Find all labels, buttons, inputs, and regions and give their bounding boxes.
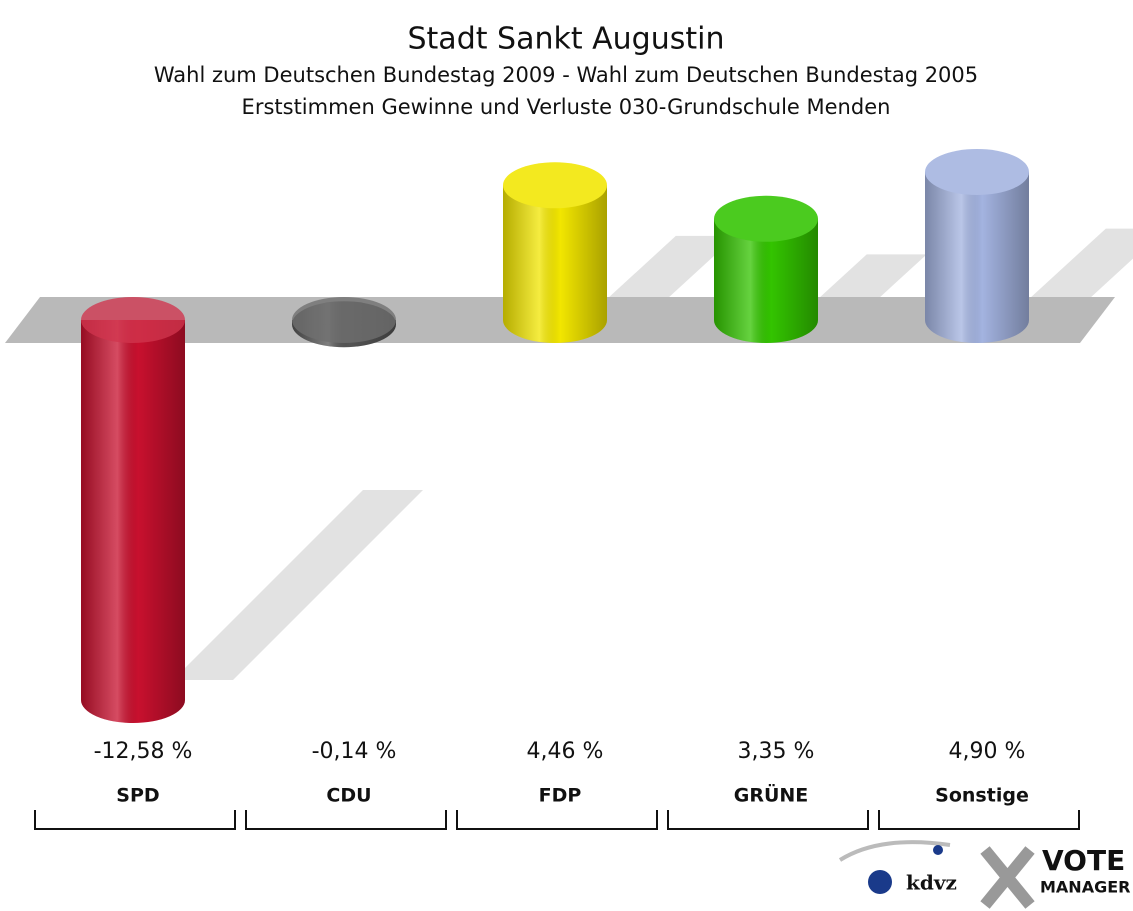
logo-ball <box>868 870 892 894</box>
value-label: 4,46 % <box>527 739 604 764</box>
bar <box>292 297 396 348</box>
category-bracket <box>456 810 658 830</box>
chart-subtitle: Erststimmen Gewinne und Verluste 030-Gru… <box>242 95 891 119</box>
bar-body-shade <box>925 171 1029 320</box>
bar-top-light <box>292 297 396 343</box>
chart-subtitle: Wahl zum Deutschen Bundestag 2009 - Wahl… <box>154 63 978 87</box>
bar-shadow <box>173 490 423 680</box>
bar-shadow <box>1017 228 1133 310</box>
logo-text: VOTE <box>1042 844 1125 877</box>
category-bracket <box>245 810 447 830</box>
bar-shadow <box>806 254 927 310</box>
bar-shadow <box>595 235 736 310</box>
logo-swoosh <box>838 840 951 862</box>
x-tick-label: GRÜNE <box>734 783 809 807</box>
logo-text: kdvz <box>906 871 957 895</box>
value-label: -12,58 % <box>94 739 193 764</box>
bar-top <box>292 297 396 343</box>
value-label: 4,90 % <box>949 739 1026 764</box>
bar <box>81 297 185 723</box>
logo-text: MANAGER <box>1040 878 1130 897</box>
bar-top <box>81 297 185 343</box>
bar <box>714 195 818 343</box>
bar-top-light <box>81 297 185 343</box>
x-tick-label: CDU <box>326 785 371 807</box>
value-label: -0,14 % <box>312 739 397 764</box>
bar-top-light <box>925 148 1029 195</box>
logo: kdvz VOTE MANAGER <box>838 840 1130 909</box>
chart-title: Stadt Sankt Augustin <box>408 22 725 57</box>
x-tick-label: FDP <box>539 785 582 807</box>
bar-top <box>714 195 818 242</box>
value-label: 3,35 % <box>738 739 815 764</box>
bar-top-light <box>714 195 818 242</box>
bar-body-shade <box>81 320 185 700</box>
category-bracket <box>878 810 1080 830</box>
category-bracket <box>34 810 236 830</box>
logo-x <box>980 846 1035 909</box>
x-tick-label: Sonstige <box>935 785 1029 807</box>
bar-top <box>503 162 607 209</box>
x-tick-label: SPD <box>116 785 159 807</box>
logo-dot <box>933 845 943 855</box>
category-bracket <box>667 810 869 830</box>
bar <box>503 162 607 343</box>
bar <box>925 148 1029 343</box>
bar-top-light <box>503 162 607 209</box>
bar-top <box>925 148 1029 195</box>
